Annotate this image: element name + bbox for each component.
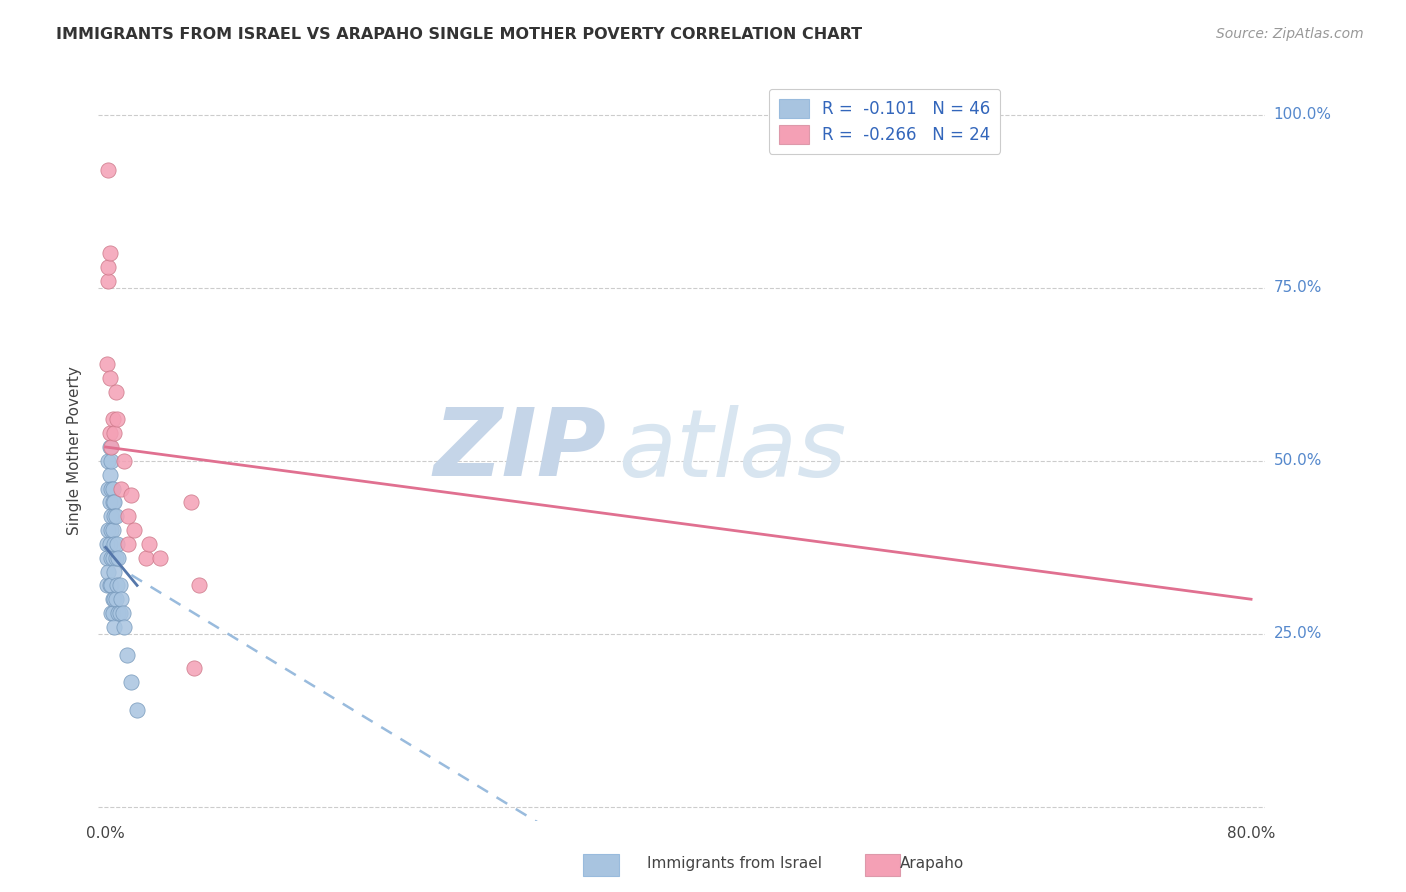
Point	[117, 537, 139, 551]
Point	[105, 578, 128, 592]
Point	[100, 509, 122, 524]
Text: 50.0%: 50.0%	[1274, 453, 1322, 468]
Point	[110, 592, 132, 607]
Point	[108, 578, 131, 592]
Point	[122, 523, 145, 537]
Point	[96, 537, 118, 551]
Point	[103, 537, 125, 551]
Point	[97, 523, 120, 537]
Point	[98, 440, 121, 454]
Text: atlas: atlas	[617, 405, 846, 496]
Point	[107, 606, 129, 620]
Point	[96, 550, 118, 565]
Point	[101, 412, 124, 426]
Point	[120, 675, 142, 690]
Text: Source: ZipAtlas.com: Source: ZipAtlas.com	[1216, 27, 1364, 41]
Point	[97, 482, 120, 496]
Point	[117, 509, 139, 524]
Point	[97, 565, 120, 579]
Point	[98, 578, 121, 592]
Point	[96, 578, 118, 592]
Text: 25.0%: 25.0%	[1274, 626, 1322, 641]
Point	[100, 606, 122, 620]
Point	[98, 495, 121, 509]
Point	[101, 523, 124, 537]
Point	[112, 454, 135, 468]
Text: ZIP: ZIP	[433, 404, 606, 497]
Point	[104, 384, 127, 399]
Text: 100.0%: 100.0%	[1274, 107, 1331, 122]
Point	[103, 565, 125, 579]
Y-axis label: Single Mother Poverty: Single Mother Poverty	[67, 366, 83, 535]
Point	[101, 482, 124, 496]
Point	[105, 537, 128, 551]
Text: IMMIGRANTS FROM ISRAEL VS ARAPAHO SINGLE MOTHER POVERTY CORRELATION CHART: IMMIGRANTS FROM ISRAEL VS ARAPAHO SINGLE…	[56, 27, 862, 42]
Point	[110, 482, 132, 496]
Point	[112, 620, 135, 634]
Point	[100, 578, 122, 592]
Point	[104, 509, 127, 524]
Point	[103, 509, 125, 524]
Point	[125, 703, 148, 717]
Point	[97, 260, 120, 274]
Point	[101, 606, 124, 620]
Point	[98, 537, 121, 551]
Point	[107, 550, 129, 565]
Point	[98, 467, 121, 482]
Point	[103, 620, 125, 634]
Point	[100, 482, 122, 496]
Text: Arapaho: Arapaho	[900, 856, 965, 871]
Point	[101, 592, 124, 607]
Point	[98, 371, 121, 385]
Point	[103, 592, 125, 607]
Point	[103, 495, 125, 509]
Point	[115, 648, 138, 662]
Point	[100, 454, 122, 468]
Point	[100, 550, 122, 565]
Point	[98, 246, 121, 260]
Point	[101, 495, 124, 509]
Point	[96, 357, 118, 371]
Legend: R =  -0.101   N = 46, R =  -0.266   N = 24: R = -0.101 N = 46, R = -0.266 N = 24	[769, 88, 1000, 153]
Point	[108, 606, 131, 620]
Point	[97, 454, 120, 468]
Point	[104, 550, 127, 565]
Point	[187, 578, 209, 592]
Point	[183, 661, 205, 675]
Point	[103, 426, 125, 441]
Point	[138, 537, 160, 551]
Point	[111, 606, 134, 620]
Point	[98, 426, 121, 441]
Text: Immigrants from Israel: Immigrants from Israel	[647, 856, 821, 871]
Point	[100, 523, 122, 537]
Point	[180, 495, 202, 509]
Point	[97, 274, 120, 288]
Text: 75.0%: 75.0%	[1274, 280, 1322, 295]
Point	[97, 163, 120, 178]
Point	[149, 550, 172, 565]
Point	[104, 592, 127, 607]
Point	[135, 550, 157, 565]
Point	[100, 440, 122, 454]
Point	[120, 488, 142, 502]
Point	[101, 550, 124, 565]
Point	[105, 412, 128, 426]
